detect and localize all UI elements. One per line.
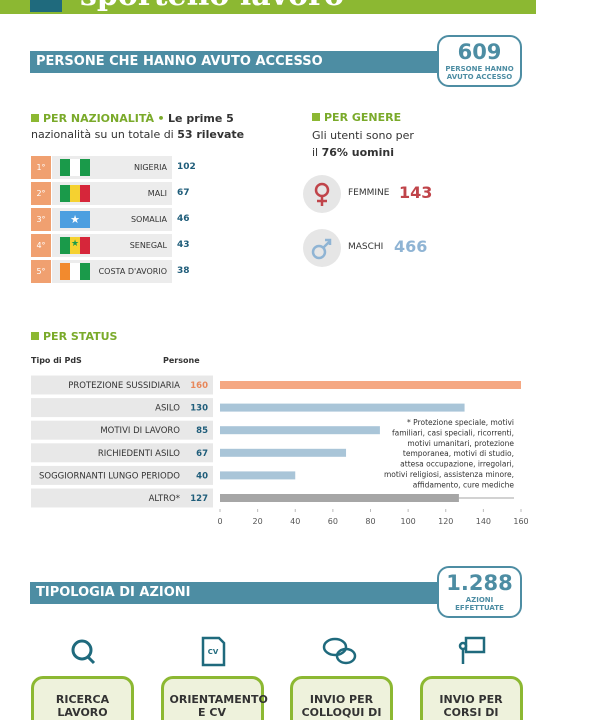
rank-badge: 4° [31, 234, 51, 257]
note: familiari, casi speciali, ricorrenti, [392, 428, 514, 437]
section-heading: TIPOLOGIA DI AZIONI [30, 582, 445, 604]
intro-bold: 76% uomini [321, 146, 395, 159]
bullet: • [157, 112, 165, 125]
row-box [31, 465, 213, 485]
note: temporanea, motivi di studio, [403, 449, 514, 458]
value-label: 40 [196, 471, 208, 481]
gender-value: 466 [394, 237, 428, 256]
status-chart: PROTEZIONE SUSSIDIARIA 160 ASILO 130 MOTIVI … [31, 375, 529, 526]
rank-badge: 5° [31, 260, 51, 283]
total-label: AZIONI EFFETTUATE [455, 596, 504, 612]
intro-text: Gli utenti sono per [312, 129, 414, 142]
x-tick-label: 60 [328, 517, 338, 526]
top-banner: sportello lavoro [0, 0, 536, 14]
gender-label: FEMMINE [348, 188, 390, 198]
rank-badge: 1° [31, 156, 51, 179]
bar [220, 381, 521, 389]
note: affidamento, cure mediche [413, 480, 515, 489]
category-label: PROTEZIONE SUSSIDIARIA [68, 381, 180, 391]
nationality-value: 43 [177, 240, 190, 250]
intro-bold: Le prime 5 [168, 112, 234, 125]
x-tick-label: 160 [513, 517, 528, 526]
section-heading: PERSONE CHE HANNO AVUTO ACCESSO [30, 51, 445, 73]
bar [220, 471, 296, 480]
note: motivi religiosi, assistenza minore, [384, 470, 514, 479]
category-label: ASILO [155, 404, 180, 414]
category-label: RICHIEDENTI ASILO [98, 449, 180, 459]
x-tick-label: 100 [400, 517, 415, 526]
gender-intro: Gli utenti sono per il 76% uomini [312, 127, 414, 161]
column-label: Persone [163, 356, 200, 365]
column-label: Tipo di PdS [31, 356, 82, 365]
action-card: RICERCA LAVORO [31, 676, 134, 720]
x-tick-label: 20 [253, 517, 263, 526]
intro-text: il [312, 146, 319, 159]
value-label: 127 [190, 494, 208, 504]
value-label: 160 [190, 381, 208, 391]
svg-text:CV: CV [208, 648, 219, 656]
intro-text: nazionalità su un totale di [31, 128, 174, 141]
subheading: PER GENERE [312, 111, 401, 124]
value-label: 67 [196, 449, 208, 459]
action-card: INVIO PER COLLOQUI DI LAVORO [290, 676, 393, 720]
flag [60, 185, 90, 202]
category-label: MOTIVI DI LAVORO [100, 426, 180, 436]
nationality-name: SOMALIA [130, 215, 167, 224]
nationality-value: 102 [177, 162, 196, 172]
x-tick-label: 0 [217, 517, 222, 526]
total-value: 1.288 [446, 571, 513, 595]
total-badge: 1.288 AZIONI EFFETTUATE [437, 566, 522, 618]
flag: ★ [60, 237, 90, 254]
row-box [31, 443, 213, 463]
total-value: 609 [457, 40, 502, 64]
nationality-name: MALI [147, 189, 167, 198]
value-label: 130 [190, 404, 208, 414]
action-icons: CV [71, 636, 486, 667]
row-box [31, 488, 213, 508]
action-card: INVIO PER CORSI DI FORMAZIONE [419, 676, 523, 720]
value-label: 85 [196, 426, 208, 436]
bar [220, 448, 347, 457]
subheading: PER STATUS [31, 330, 117, 343]
gender-value: 143 [399, 183, 433, 202]
nationality-value: 38 [177, 266, 190, 276]
flag [60, 263, 90, 280]
nationality-intro: PER NAZIONALITÀ • Le prime 5 nazionalità… [31, 111, 281, 143]
nationality-name: SENEGAL [129, 241, 167, 250]
row-box [31, 420, 213, 440]
bar [220, 426, 380, 435]
nationality-value: 67 [177, 188, 190, 198]
x-tick-label: 120 [438, 517, 453, 526]
x-tick-label: 80 [365, 517, 375, 526]
category-label: ALTRO* [149, 494, 180, 504]
row-box [31, 398, 213, 418]
intro-bold: 53 rilevate [177, 128, 245, 141]
gender-icons [303, 175, 341, 267]
banner-title: sportello lavoro [80, 0, 344, 13]
nationality-name: COSTA D'AVORIO [98, 267, 167, 276]
row-box [31, 375, 213, 395]
subheading: PER NAZIONALITÀ [31, 112, 154, 125]
bar [220, 494, 459, 502]
flag: ★ [60, 211, 90, 228]
note: motivi umanitari, protezione [407, 439, 514, 448]
category-label: SOGGIORNANTI LUNGO PERIODO [39, 471, 180, 481]
note: attesa occupazione, irregolari, [400, 460, 514, 469]
rank-badge: 3° [31, 208, 51, 231]
nationality-name: NIGERIA [134, 163, 167, 172]
total-badge: 609 PERSONE HANNO AVUTO ACCESSO [437, 35, 522, 87]
action-card: ORIENTAMENTO E CV [160, 676, 268, 720]
nationality-value: 46 [177, 214, 190, 224]
total-label: PERSONE HANNO AVUTO ACCESSO [445, 65, 514, 81]
note: * Protezione speciale, motivi [407, 418, 514, 427]
bar [220, 403, 465, 412]
banner-icon [30, 0, 62, 12]
x-tick-label: 140 [476, 517, 491, 526]
gender-label: MASCHI [348, 242, 384, 252]
flag [60, 159, 90, 176]
x-tick-label: 40 [290, 517, 300, 526]
rank-badge: 2° [31, 182, 51, 205]
